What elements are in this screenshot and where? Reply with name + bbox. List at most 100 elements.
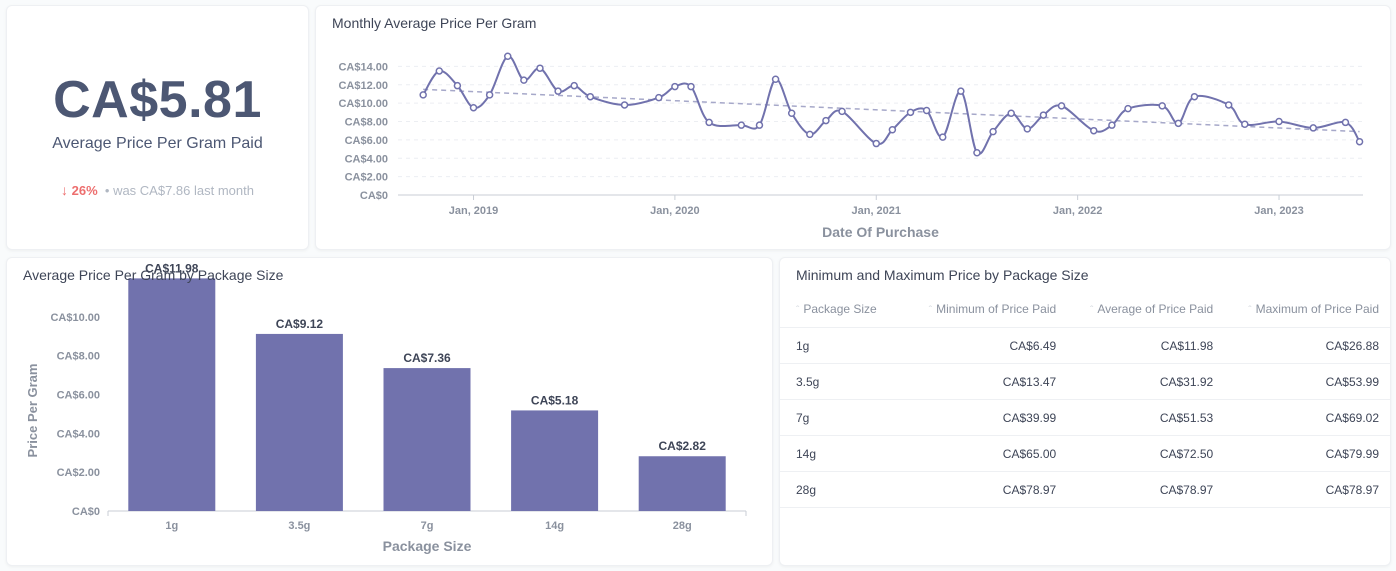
- trend-line: [423, 88, 1360, 133]
- data-point: [1057, 102, 1066, 110]
- bar-chart-card[interactable]: Average Price Per Gram by Package Size C…: [6, 257, 773, 566]
- y-tick-label: CA$6.00: [345, 135, 388, 147]
- bar: [128, 278, 216, 511]
- data-point: [1124, 104, 1132, 113]
- data-point: [435, 67, 444, 75]
- x-tick-label: Jan, 2020: [650, 205, 700, 217]
- cell-maximum: CA$69.02: [1225, 399, 1390, 436]
- data-point: [1023, 125, 1032, 133]
- data-point: [872, 139, 881, 148]
- sort-icon: ˆ: [796, 304, 800, 316]
- x-tick-label: 14g: [545, 520, 564, 532]
- y-tick-label: CA$14.00: [338, 61, 388, 73]
- table-card[interactable]: Minimum and Maximum Price by Package Siz…: [779, 257, 1391, 566]
- x-axis-title: Date Of Purchase: [822, 224, 939, 240]
- y-axis-title: Price Per Gram: [25, 364, 40, 458]
- data-point: [806, 130, 814, 139]
- column-header-label: Minimum of Price Paid: [936, 301, 1057, 316]
- data-point: [586, 92, 595, 101]
- data-point: [485, 91, 494, 99]
- table-header-row: ˆ Package Size ˆ Minimum of Price Paid ˆ Av…: [780, 290, 1390, 328]
- cell-package-size: 14g: [780, 435, 907, 472]
- cell-minimum: CA$39.99: [906, 399, 1069, 436]
- data-point: [989, 127, 997, 136]
- data-point: [957, 87, 965, 95]
- x-axis-title: Package Size: [383, 538, 472, 554]
- y-tick-label: CA$8.00: [345, 117, 388, 129]
- data-point: [705, 118, 713, 127]
- data-point: [1039, 111, 1048, 119]
- column-header-maximum[interactable]: ˆ Maximum of Price Paid: [1225, 290, 1390, 328]
- y-tick-label: CA$12.00: [338, 80, 388, 92]
- data-point: [1190, 92, 1199, 101]
- bar-data-label: CA$7.36: [403, 351, 451, 365]
- y-tick-label: CA$10.00: [50, 312, 100, 324]
- x-tick-label: 1g: [165, 520, 178, 532]
- data-point: [453, 81, 462, 90]
- y-tick-label: CA$0: [360, 190, 388, 202]
- line-chart-card[interactable]: Monthly Average Price Per Gram CA$0 CA$2.…: [315, 5, 1391, 250]
- cell-package-size: 7g: [780, 399, 907, 436]
- data-point: [973, 148, 981, 157]
- kpi-previous-value: was CA$7.86: [113, 183, 191, 198]
- bar: [383, 368, 471, 511]
- table-row: 3.5g CA$13.47 CA$31.92 CA$53.99: [780, 363, 1390, 400]
- data-point: [554, 87, 562, 95]
- x-tick-label: Jan, 2021: [851, 205, 901, 217]
- cell-package-size: 28g: [780, 471, 907, 508]
- data-point: [787, 109, 796, 117]
- data-point: [755, 121, 764, 129]
- y-tick-label: CA$8.00: [57, 351, 100, 363]
- cell-maximum: CA$79.99: [1225, 435, 1390, 472]
- bar-chart-title[interactable]: Average Price Per Gram by Package Size: [23, 267, 284, 283]
- data-point: [1224, 101, 1233, 109]
- y-tick-label: CA$2.00: [345, 172, 388, 184]
- cell-average: CA$51.53: [1068, 399, 1226, 436]
- data-point: [671, 82, 679, 91]
- table-row: 14g CA$65.00 CA$72.50 CA$79.99: [780, 435, 1390, 472]
- column-header-label: Maximum of Price Paid: [1255, 301, 1379, 316]
- bar: [638, 456, 726, 511]
- table-row: 1g CA$6.49 CA$11.98 CA$26.88: [780, 327, 1390, 364]
- y-tick-label: CA$4.00: [345, 153, 388, 165]
- cell-package-size: 1g: [780, 327, 907, 364]
- cell-minimum: CA$13.47: [906, 363, 1069, 400]
- cell-average: CA$31.92: [1068, 363, 1226, 400]
- price-table: ˆ Package Size ˆ Minimum of Price Paid ˆ Av…: [780, 290, 1390, 508]
- y-tick-label: CA$6.00: [57, 390, 100, 402]
- data-point: [504, 52, 512, 61]
- bar-data-label: CA$9.12: [276, 317, 324, 331]
- bar: [255, 333, 343, 511]
- column-header-package-size[interactable]: ˆ Package Size: [780, 290, 906, 328]
- bar-data-label: CA$11.98: [145, 261, 199, 275]
- x-tick-label: Jan, 2019: [449, 205, 499, 217]
- column-header-label: Package Size: [803, 301, 877, 316]
- cell-minimum: CA$65.00: [906, 435, 1069, 472]
- kpi-comparison: ↓ 26% • was CA$7.86 last month: [7, 182, 308, 198]
- data-point: [469, 103, 478, 112]
- series-line: [422, 55, 1361, 156]
- table-title[interactable]: Minimum and Maximum Price by Package Siz…: [796, 267, 1089, 283]
- data-point: [888, 126, 897, 134]
- line-chart: CA$0 CA$2.00 CA$4.00 CA$6.00 CA$8.00 CA$10.00…: [338, 52, 1364, 240]
- kpi-card[interactable]: CA$5.81 Average Price Per Gram Paid ↓ 26…: [6, 5, 309, 250]
- cell-minimum: CA$6.49: [906, 327, 1069, 364]
- data-point: [938, 133, 947, 141]
- data-point: [1341, 118, 1350, 127]
- kpi-value: CA$5.81: [53, 71, 262, 129]
- cell-average: CA$72.50: [1068, 435, 1226, 472]
- data-point: [737, 121, 746, 129]
- column-header-minimum[interactable]: ˆ Minimum of Price Paid: [906, 290, 1068, 328]
- data-point: [419, 91, 427, 99]
- table-row: 28g CA$78.97 CA$78.97 CA$78.97: [780, 471, 1390, 508]
- data-point: [1090, 126, 1098, 135]
- separator-dot: •: [101, 183, 114, 198]
- line-chart-title[interactable]: Monthly Average Price Per Gram: [332, 15, 537, 31]
- sort-icon: ˆ: [928, 304, 933, 316]
- column-header-average[interactable]: ˆ Average of Price Paid: [1068, 290, 1225, 328]
- x-tick-label: Jan, 2023: [1254, 205, 1304, 217]
- y-tick-label: CA$2.00: [57, 467, 100, 479]
- data-point: [1241, 120, 1249, 129]
- bar-data-label: CA$5.18: [531, 393, 579, 407]
- cell-average: CA$78.97: [1068, 471, 1226, 508]
